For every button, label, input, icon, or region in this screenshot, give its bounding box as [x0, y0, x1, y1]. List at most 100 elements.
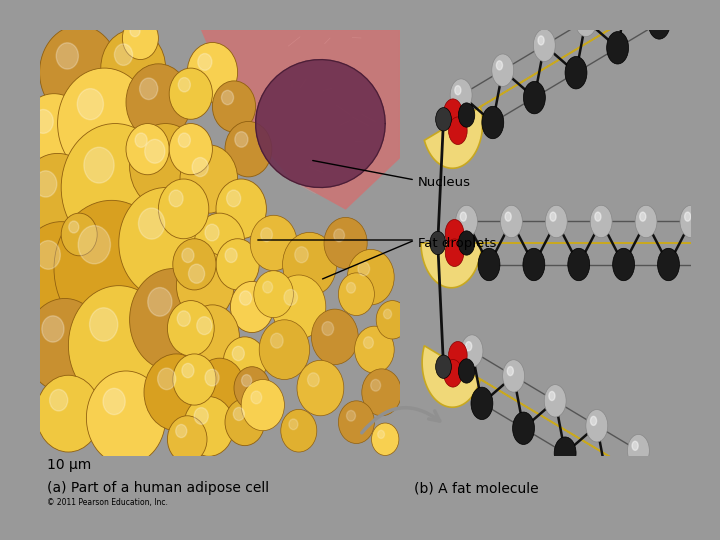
- Circle shape: [690, 0, 712, 14]
- Circle shape: [471, 387, 493, 420]
- Circle shape: [18, 93, 90, 179]
- Circle shape: [364, 337, 374, 348]
- Text: 10 μm: 10 μm: [47, 458, 91, 472]
- Circle shape: [50, 389, 68, 411]
- Circle shape: [478, 248, 500, 281]
- Circle shape: [68, 286, 169, 405]
- Circle shape: [126, 64, 191, 140]
- Circle shape: [61, 213, 97, 256]
- Circle shape: [534, 29, 555, 62]
- Circle shape: [205, 224, 219, 241]
- Circle shape: [86, 371, 166, 465]
- Circle shape: [346, 410, 356, 421]
- Circle shape: [294, 247, 308, 263]
- Circle shape: [492, 54, 513, 86]
- Circle shape: [235, 132, 248, 147]
- Circle shape: [680, 205, 702, 238]
- Circle shape: [679, 511, 701, 540]
- Circle shape: [103, 388, 125, 415]
- Circle shape: [261, 228, 272, 241]
- Circle shape: [324, 218, 367, 268]
- Circle shape: [42, 316, 64, 342]
- Circle shape: [595, 212, 601, 221]
- Circle shape: [251, 215, 297, 271]
- Circle shape: [616, 0, 639, 12]
- Circle shape: [259, 320, 310, 380]
- Circle shape: [233, 407, 244, 421]
- Circle shape: [225, 399, 265, 445]
- Circle shape: [263, 281, 273, 293]
- Circle shape: [496, 61, 503, 70]
- Circle shape: [77, 89, 104, 120]
- Circle shape: [674, 466, 680, 475]
- Circle shape: [173, 239, 216, 290]
- Circle shape: [25, 299, 104, 392]
- Circle shape: [179, 78, 190, 92]
- Circle shape: [575, 4, 597, 37]
- Circle shape: [445, 239, 464, 267]
- Circle shape: [449, 341, 467, 369]
- Circle shape: [568, 248, 590, 281]
- Circle shape: [430, 231, 446, 255]
- Circle shape: [544, 384, 566, 417]
- Circle shape: [372, 423, 399, 455]
- Circle shape: [130, 124, 202, 209]
- Circle shape: [586, 409, 608, 442]
- Circle shape: [169, 124, 212, 175]
- Circle shape: [189, 264, 204, 284]
- Circle shape: [167, 416, 207, 463]
- Circle shape: [169, 68, 212, 119]
- Circle shape: [449, 117, 467, 145]
- Circle shape: [513, 412, 534, 444]
- Circle shape: [33, 110, 53, 133]
- Circle shape: [459, 359, 474, 383]
- Circle shape: [466, 342, 472, 350]
- Circle shape: [362, 369, 402, 416]
- Circle shape: [84, 147, 114, 183]
- Circle shape: [158, 179, 209, 239]
- Circle shape: [205, 369, 219, 386]
- Circle shape: [503, 360, 525, 392]
- Circle shape: [284, 289, 297, 306]
- Circle shape: [508, 367, 513, 376]
- Circle shape: [312, 309, 359, 365]
- Circle shape: [194, 408, 208, 424]
- Circle shape: [187, 43, 238, 102]
- Circle shape: [523, 82, 545, 114]
- Circle shape: [657, 248, 680, 281]
- Circle shape: [703, 248, 720, 281]
- Circle shape: [580, 11, 585, 20]
- Circle shape: [122, 17, 158, 59]
- FancyArrowPatch shape: [361, 408, 440, 433]
- Circle shape: [565, 57, 587, 89]
- Circle shape: [444, 99, 462, 126]
- Circle shape: [371, 380, 381, 391]
- Circle shape: [613, 248, 634, 281]
- Polygon shape: [421, 198, 720, 288]
- Circle shape: [145, 139, 165, 163]
- Circle shape: [436, 107, 451, 131]
- Circle shape: [538, 36, 544, 45]
- Circle shape: [225, 122, 271, 177]
- Circle shape: [639, 212, 646, 221]
- Circle shape: [549, 392, 555, 401]
- Circle shape: [283, 232, 337, 296]
- Polygon shape: [422, 346, 720, 533]
- Circle shape: [377, 301, 409, 339]
- Circle shape: [89, 308, 118, 341]
- Circle shape: [607, 32, 629, 64]
- Circle shape: [182, 363, 194, 377]
- Circle shape: [358, 262, 369, 276]
- Circle shape: [281, 409, 317, 452]
- Circle shape: [346, 282, 356, 293]
- Circle shape: [185, 305, 239, 369]
- Circle shape: [482, 106, 504, 139]
- Circle shape: [334, 229, 344, 242]
- Circle shape: [148, 287, 172, 316]
- Circle shape: [169, 190, 183, 207]
- Circle shape: [322, 322, 333, 335]
- Circle shape: [119, 187, 212, 299]
- Circle shape: [241, 375, 252, 387]
- Circle shape: [61, 124, 169, 252]
- Circle shape: [18, 221, 104, 324]
